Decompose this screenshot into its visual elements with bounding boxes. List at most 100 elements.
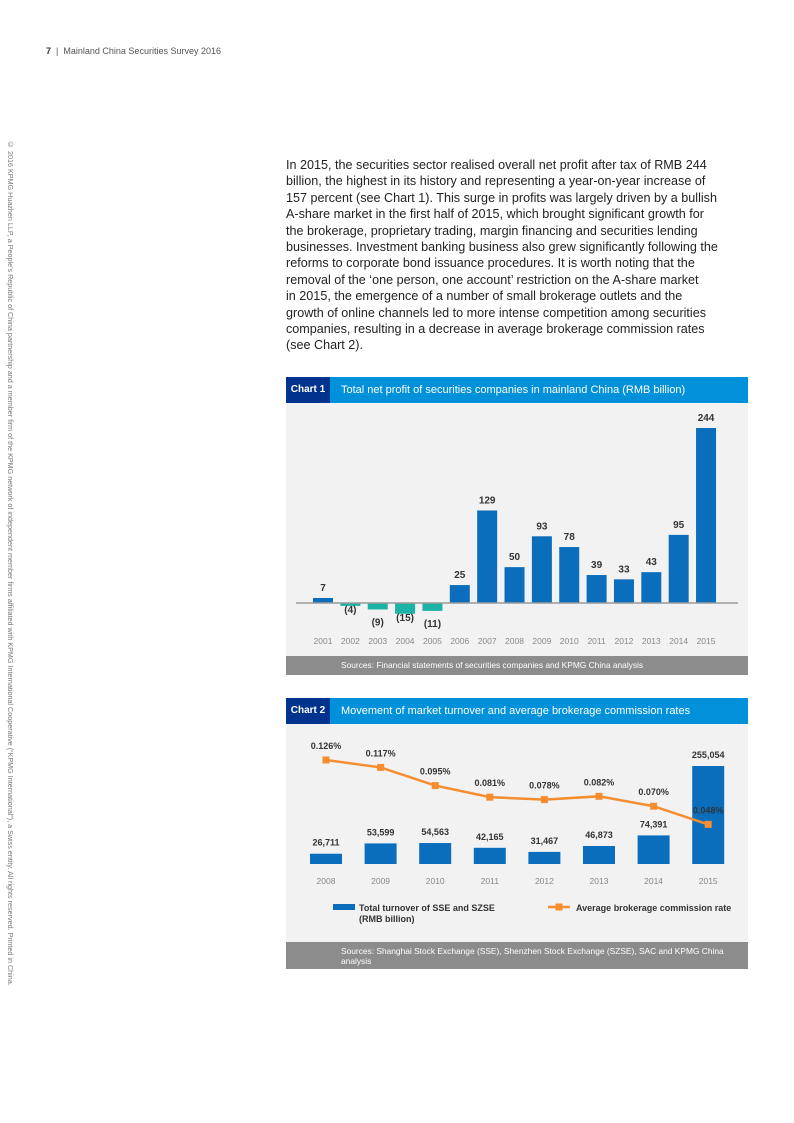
header: 7 | Mainland China Securities Survey 201…	[46, 46, 221, 56]
x-tick-label: 2014	[669, 636, 688, 646]
value-label: 0.048%	[693, 805, 724, 815]
x-tick-label: 2005	[423, 636, 442, 646]
value-label: 25	[454, 570, 466, 581]
source: Sources: Shanghai Stock Exchange (SSE), …	[286, 942, 748, 969]
legend-marker	[555, 903, 563, 911]
x-tick-label: 2015	[699, 876, 718, 886]
value-label: 39	[591, 560, 603, 571]
x-tick-label: 2010	[426, 876, 445, 886]
text-line: (see Chart 2).	[286, 338, 363, 353]
bar	[613, 579, 634, 603]
value-label: 31,467	[531, 836, 559, 846]
text-line: 157 percent (see Chart 1). This surge in…	[286, 190, 717, 205]
legend-swatch	[333, 904, 355, 910]
x-tick-label: 2006	[450, 636, 469, 646]
x-tick-label: 2010	[560, 636, 579, 646]
marker	[704, 820, 712, 828]
header-title: Mainland China Securities Survey 2016	[63, 46, 221, 56]
value-label: 244	[698, 413, 715, 424]
x-tick-label: 2013	[642, 636, 661, 646]
value-label: 74,391	[640, 819, 668, 829]
chart-title: Total net profit of securities companies…	[341, 384, 686, 396]
bar	[340, 603, 361, 606]
bar	[696, 428, 717, 603]
bar	[583, 845, 615, 864]
text-line: A-share market in the first half of 2015…	[286, 207, 704, 222]
marker	[486, 793, 494, 801]
legend-label-line: Total turnover of SSE and SZSE	[359, 903, 495, 913]
x-tick-label: 2007	[478, 636, 497, 646]
value-label: 50	[509, 552, 521, 563]
value-label: (11)	[424, 619, 441, 630]
x-tick-label: 2004	[396, 636, 415, 646]
bar	[528, 851, 561, 864]
legend-label: Average brokerage commission rate	[576, 903, 731, 913]
bar	[692, 766, 725, 864]
plot-background	[286, 724, 748, 942]
value-label: 0.070%	[638, 787, 669, 797]
chart: 2008 2009 2010 2011 2012 2013 2014 2015 26,711 53…	[286, 724, 748, 942]
value-label: 0.095%	[420, 767, 451, 777]
body-text: In 2015, the securities sector realised …	[286, 157, 718, 354]
value-label: 129	[479, 495, 496, 506]
bar	[531, 536, 552, 603]
source: Sources: Financial statements of securit…	[286, 656, 748, 675]
bar	[477, 510, 498, 603]
chart-label: Chart 1	[286, 377, 330, 403]
marker	[650, 802, 658, 810]
chart: 7 2001 (4) 2002 (9) 2003 (15) 2004 (11) 2005 25 200…	[286, 403, 748, 656]
value-label: 53,599	[367, 827, 395, 837]
bar	[364, 843, 397, 864]
x-tick-label: 2012	[614, 636, 633, 646]
value-label: 42,165	[476, 832, 504, 842]
x-tick-label: 2011	[587, 636, 606, 646]
copyright: © 2016 KPMG Huazhen LLP, a People's Repu…	[6, 140, 15, 986]
text-line: the brokerage, proprietary trading, marg…	[286, 223, 698, 238]
bar	[641, 572, 662, 603]
x-tick-label: 2002	[341, 636, 360, 646]
text-line: reforms to corporate bond issuance proce…	[286, 256, 695, 271]
line	[325, 758, 709, 826]
text-line: companies, resulting in a decrease in av…	[286, 322, 705, 337]
value-label: 43	[646, 557, 658, 568]
text-line: businesses. Investment banking business …	[286, 240, 718, 255]
bar	[422, 603, 443, 611]
x-tick-label: 2001	[314, 636, 333, 646]
x-tick-label: 2003	[368, 636, 387, 646]
x-tick-label: 2009	[532, 636, 551, 646]
text-line: removal of the ‘one person, one account’…	[286, 272, 699, 287]
page-number: 7	[46, 46, 52, 56]
text-line: in 2015, the emergence of a number of sm…	[286, 289, 683, 304]
marker	[322, 756, 330, 764]
legend-label-line: (RMB billion)	[359, 914, 415, 924]
x-tick-label: 2011	[481, 876, 500, 886]
value-label: (9)	[372, 617, 384, 628]
bar	[637, 835, 670, 864]
value-label: (15)	[396, 613, 414, 624]
x-tick-label: 2012	[535, 876, 554, 886]
bar	[586, 575, 607, 603]
value-label: 33	[618, 564, 630, 575]
text-line: billion, the highest in its history and …	[286, 174, 706, 189]
bar	[310, 853, 342, 864]
marker	[377, 763, 385, 771]
marker	[540, 796, 548, 804]
bar	[449, 585, 470, 603]
bar	[419, 843, 452, 864]
marker	[431, 782, 439, 790]
bar	[313, 597, 333, 603]
value-label: 0.078%	[529, 781, 560, 791]
value-label: (4)	[344, 605, 356, 616]
bar	[395, 603, 416, 614]
text-line: In 2015, the securities sector realised …	[286, 158, 707, 172]
chart-header: Chart 1 Total net profit of securities co…	[286, 377, 748, 403]
value-label: 255,054	[692, 750, 725, 760]
text-line: growth of online channels led to more in…	[286, 305, 707, 320]
value-label: 7	[320, 583, 326, 594]
value-label: 26,711	[312, 838, 339, 848]
x-tick-label: 2009	[371, 876, 390, 886]
value-label: 0.082%	[584, 777, 615, 787]
value-label: 95	[673, 520, 685, 531]
bar	[473, 847, 506, 864]
value-label: 46,873	[585, 830, 613, 840]
